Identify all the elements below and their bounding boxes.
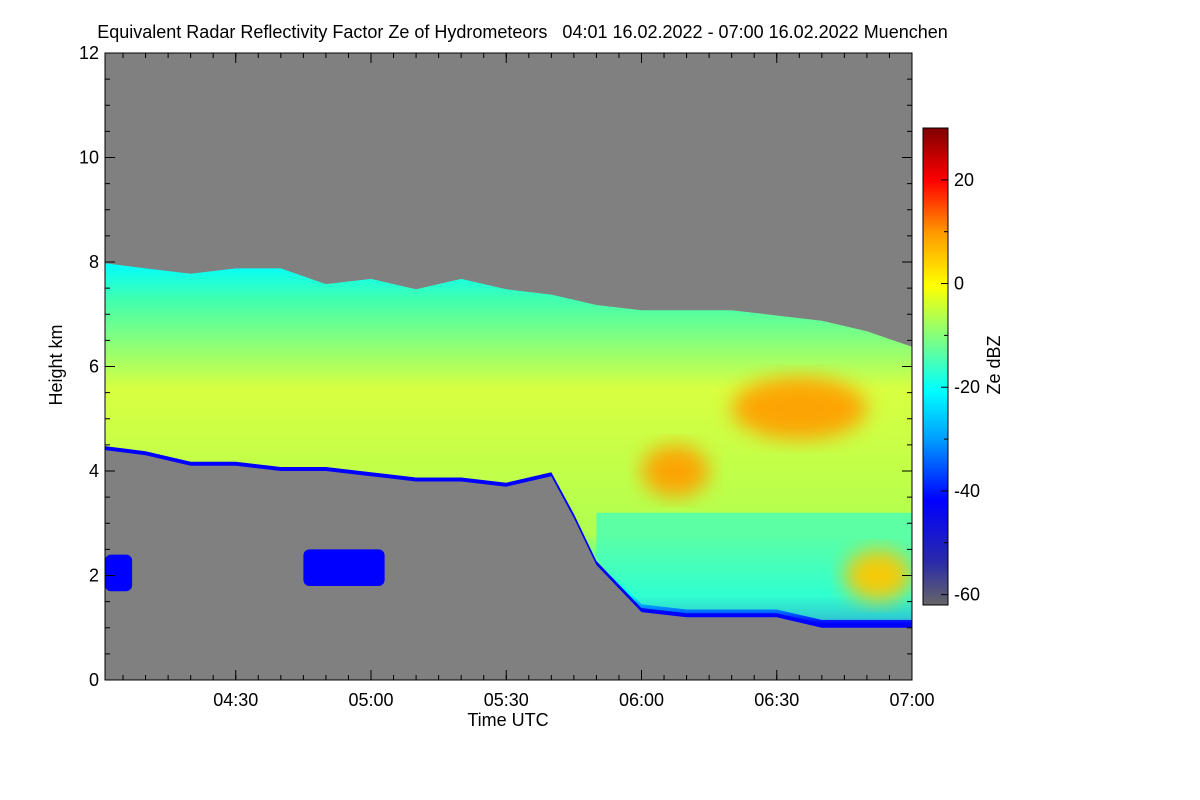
colorbar-tick-label: 20 — [954, 170, 974, 190]
y-tick-label: 6 — [89, 357, 99, 377]
core-region-1 — [731, 377, 867, 440]
y-axis-label: Height km — [46, 324, 66, 405]
colorbar-gradient — [922, 127, 949, 606]
x-tick-label: 07:00 — [889, 690, 934, 710]
y-tick-label: 12 — [79, 43, 99, 63]
core-region-0 — [641, 444, 710, 498]
colorbar-tick-label: -60 — [954, 585, 980, 605]
x-tick-label: 04:30 — [213, 690, 258, 710]
chart-title: Equivalent Radar Reflectivity Factor Ze … — [97, 22, 948, 42]
colorbar-tick-label: 0 — [954, 274, 964, 294]
y-tick-label: 8 — [89, 252, 99, 272]
x-tick-label: 05:30 — [484, 690, 529, 710]
colorbar-label: Ze dBZ — [984, 335, 1004, 394]
colorbar-tick-label: -20 — [954, 377, 980, 397]
x-tick-label: 06:30 — [754, 690, 799, 710]
lower-precip-region — [596, 512, 912, 620]
x-axis: 04:30 05:00 05:30 06:00 06:30 07:00 — [122, 53, 935, 710]
x-tick-label: 05:00 — [348, 690, 393, 710]
colorbar: -60 -40 -20 0 20 — [922, 127, 980, 606]
low-echo-1 — [303, 549, 385, 586]
plot-area — [104, 52, 913, 681]
y-tick-label: 4 — [89, 461, 99, 481]
y-tick-label: 0 — [89, 670, 99, 690]
x-axis-label: Time UTC — [467, 710, 548, 730]
y-axis: 0 2 4 6 8 10 12 — [79, 43, 912, 690]
core-region-2 — [844, 549, 912, 602]
x-tick-label: 06:00 — [619, 690, 664, 710]
colorbar-tick-label: -40 — [954, 481, 980, 501]
y-tick-label: 10 — [79, 148, 99, 168]
y-tick-label: 2 — [89, 566, 99, 586]
low-echo-0 — [105, 554, 133, 592]
